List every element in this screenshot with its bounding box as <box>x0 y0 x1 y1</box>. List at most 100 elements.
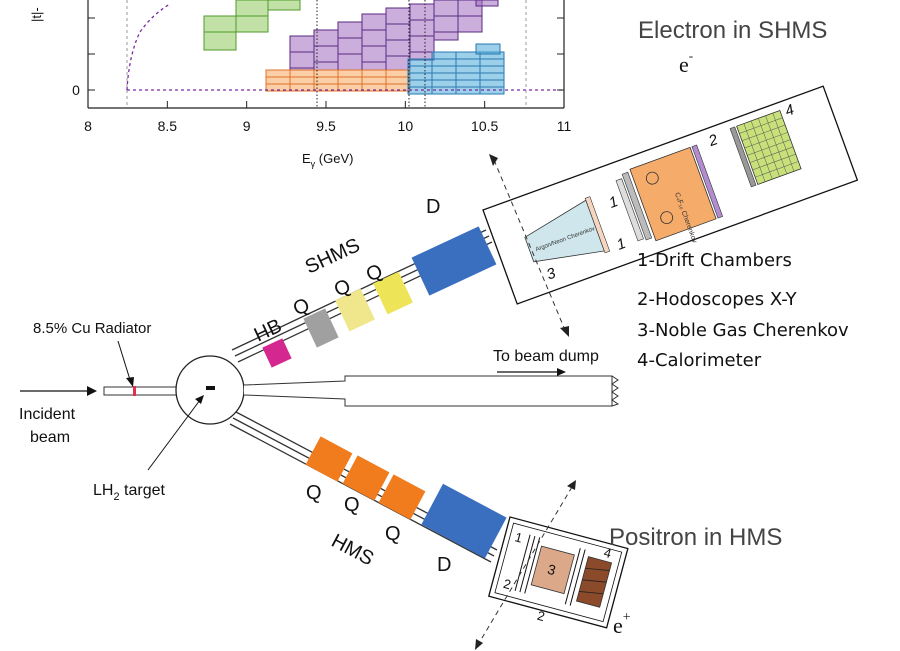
hms-hut-inner <box>494 522 623 623</box>
shms-particle-charge: - <box>689 48 693 63</box>
beam-dump-label: To beam dump <box>493 348 599 365</box>
plot-bin-purple <box>361 29 387 47</box>
plot-bin-purple <box>337 21 363 39</box>
plot-bin-orange <box>289 76 315 85</box>
plot-bin-blue <box>475 43 501 55</box>
hodoscope-1 <box>621 171 653 241</box>
beam-pipe <box>103 386 179 396</box>
x-tick-label: 10 <box>398 118 414 134</box>
calorimeter-grid-line <box>741 124 786 141</box>
shms-particle-symbol: e <box>679 52 689 77</box>
kinematic-plot: |t|- 0 8 8.5 9 9.5 10 10.5 11 Eγ (GeV) <box>29 0 571 169</box>
plot-bin-blue <box>407 65 433 74</box>
hms-det-num-2: 2 <box>502 576 513 592</box>
plot-bin-purple <box>289 51 315 69</box>
arrow-head <box>87 386 97 396</box>
plot-bin-blue <box>407 58 433 67</box>
plot-bin-blue <box>407 72 433 81</box>
hms-drift-chamber <box>519 535 536 593</box>
hms-title: Positron in HMS <box>609 524 782 551</box>
hodoscope-3 <box>729 126 757 188</box>
radiator-label: 8.5% Cu Radiator <box>33 320 151 337</box>
quadrupole-1 <box>303 308 339 348</box>
calorimeter-grid-line <box>755 161 799 178</box>
calorimeter-grid-line <box>749 146 794 163</box>
plot-bin-blue <box>455 72 481 81</box>
hms-label-q-1: Q <box>306 482 322 504</box>
target-label: LH2 target <box>93 482 165 503</box>
plot-bin-blue <box>455 79 481 88</box>
label-d-shms: D <box>426 196 440 218</box>
cu-radiator <box>133 386 136 396</box>
plot-bin-blue <box>407 79 433 88</box>
hms-hodoscope <box>569 549 586 606</box>
pmt <box>660 211 674 225</box>
x-axis-label-sub: γ <box>311 159 316 169</box>
incident-beam-label-1: Incident <box>19 406 76 423</box>
x-tick-label: 10.5 <box>471 118 498 134</box>
pmt <box>645 171 659 185</box>
plot-bin-green <box>203 15 237 33</box>
plot-bin-purple <box>385 55 411 71</box>
plot-bin-orange <box>385 69 411 78</box>
hms-det-num-4: 4 <box>602 545 613 561</box>
plot-bin-orange <box>313 69 339 78</box>
plot-bin-purple <box>385 39 411 57</box>
plot-bin-blue <box>431 51 457 60</box>
plot-bin-blue <box>431 58 457 67</box>
beamline <box>20 340 620 471</box>
plot-bin-orange <box>361 69 387 78</box>
plot-bin-orange <box>385 76 411 85</box>
plot-bin-blue <box>455 58 481 67</box>
arrow-head <box>126 377 134 387</box>
arrow-head <box>489 154 498 166</box>
x-tick-label: 9.5 <box>316 118 336 134</box>
plot-bin-purple <box>409 19 435 37</box>
hms-particle-charge: + <box>623 610 631 625</box>
detector-legend: 1-Drift Chambers 2-Hodoscopes X-Y 3-Nobl… <box>637 250 849 371</box>
hms-hodoscope <box>524 537 541 594</box>
x-tick-label: 8.5 <box>158 118 178 134</box>
plot-bin-orange <box>313 76 339 85</box>
y-axis-label: |t|- <box>29 7 44 22</box>
target-label-rest: target <box>120 482 166 499</box>
plot-bin-orange <box>265 76 291 85</box>
plot-bin-orange <box>361 76 387 85</box>
hms-det-num-1: 1 <box>513 529 524 545</box>
plot-bin-blue <box>479 58 505 67</box>
legend-item-drift-chambers: 1-Drift Chambers <box>637 250 792 271</box>
arrow-head <box>567 480 576 490</box>
plot-bin-purple <box>313 45 339 63</box>
hms-label-q-3: Q <box>385 523 401 545</box>
plot-bin-purple <box>313 61 339 71</box>
hms-hodoscope <box>564 548 581 605</box>
calorimeter-grid <box>739 112 799 182</box>
calorimeter-grid-line <box>747 139 791 156</box>
hms-detector-hut: 3 1 2 2 4 <box>487 516 629 629</box>
arrow-head <box>475 639 483 650</box>
plot-bin-blue <box>479 79 505 88</box>
plot-bin-orange <box>337 69 363 78</box>
plot-bin-purple <box>337 53 363 71</box>
heavy-gas-cherenkov <box>629 146 717 242</box>
x-axis-label-unit: (GeV) <box>315 151 353 166</box>
plot-bin-orange <box>289 69 315 78</box>
quadrupole-2 <box>335 288 375 332</box>
plot-bin-purple <box>433 0 459 17</box>
plot-bin-blue <box>431 79 457 88</box>
hodoscope-2 <box>691 144 724 219</box>
plot-bin-purple <box>361 45 387 63</box>
plot-bin-orange <box>265 69 291 78</box>
arrow-head <box>557 368 566 376</box>
calorimeter-grid-line <box>739 117 783 134</box>
plot-bin-green <box>203 31 237 51</box>
plot-bin-purple <box>409 3 435 21</box>
shms-dipole <box>411 226 497 296</box>
legend-item-calorimeter: 4-Calorimeter <box>637 350 762 371</box>
hms-particle-symbol: e <box>613 613 623 638</box>
hms-det-num-2b: 2 <box>536 608 547 624</box>
lh2-target <box>206 386 215 390</box>
plot-bin-green <box>235 15 269 33</box>
plot-bin-blue <box>479 65 505 74</box>
hms-dashed-arrow <box>478 486 573 644</box>
